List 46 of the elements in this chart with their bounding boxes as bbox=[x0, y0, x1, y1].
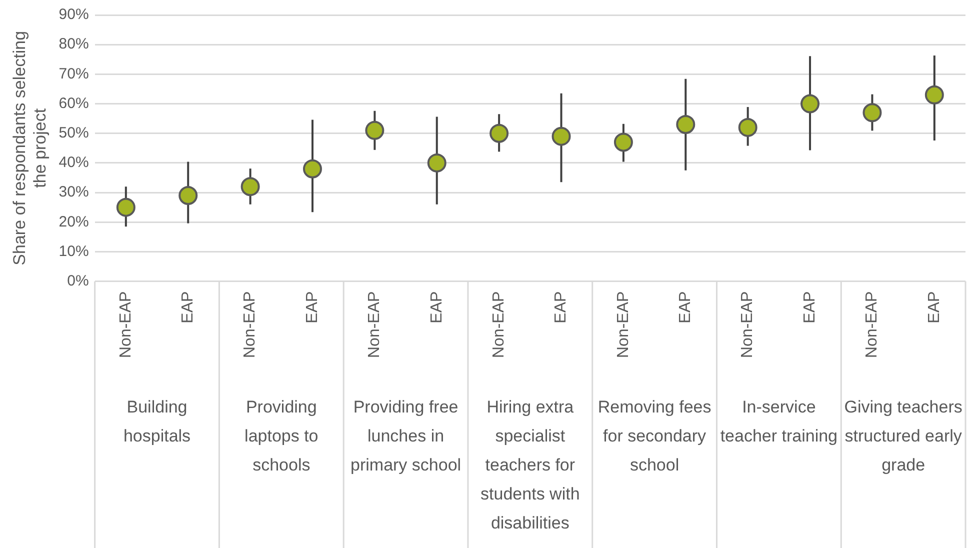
y-tick-label: 0% bbox=[67, 272, 89, 290]
point bbox=[490, 124, 509, 143]
x-tick-label: EAP bbox=[801, 291, 818, 324]
y-tick-label: 10% bbox=[58, 242, 89, 260]
x-tick-label: Non-EAP bbox=[117, 291, 134, 358]
point bbox=[178, 186, 198, 205]
point bbox=[302, 159, 322, 178]
text: Building hospitals bbox=[123, 397, 191, 446]
y-tick-label: 60% bbox=[58, 94, 89, 112]
x-tick-label: EAP bbox=[304, 291, 321, 324]
x-tick-label: Non-EAP bbox=[242, 291, 259, 358]
point bbox=[365, 120, 384, 140]
x-tick-label: EAP bbox=[428, 291, 446, 324]
text: Giving teachers structured early grade bbox=[844, 397, 962, 474]
text: Removing fees for secondary school bbox=[598, 397, 712, 474]
y-tick-label: 40% bbox=[58, 154, 89, 172]
text: Providing free lunches in primary school bbox=[350, 397, 462, 474]
point bbox=[552, 126, 571, 146]
x-tick-label: EAP bbox=[180, 291, 197, 324]
x-tick-label: EAP bbox=[677, 291, 694, 324]
point bbox=[116, 198, 136, 217]
text: Hiring extra specialist teachers for students with disabilities bbox=[480, 397, 580, 532]
point bbox=[738, 118, 758, 137]
point bbox=[924, 85, 944, 104]
point bbox=[800, 94, 820, 114]
point bbox=[240, 177, 260, 196]
x-tick-label: Non-EAP bbox=[366, 291, 384, 358]
y-tick-label: 30% bbox=[58, 184, 89, 201]
x-tick-label: Non-EAP bbox=[864, 291, 881, 358]
point bbox=[614, 132, 633, 152]
y-tick-label: 80% bbox=[58, 36, 89, 53]
x-tick-label: EAP bbox=[926, 291, 943, 324]
text: Providing laptops to schools bbox=[244, 397, 318, 474]
y-tick-label: 70% bbox=[58, 65, 89, 82]
text: In-service teacher training bbox=[720, 397, 838, 446]
x-tick-label: Non-EAP bbox=[490, 291, 508, 358]
x-tick-label: Non-EAP bbox=[614, 291, 632, 358]
y-tick-label: 50% bbox=[58, 124, 89, 142]
point bbox=[676, 114, 696, 134]
y-axis-title: Share of respondants selecting the project bbox=[10, 30, 50, 266]
x-tick-label: Non-EAP bbox=[739, 291, 756, 358]
point bbox=[862, 103, 882, 122]
x-tick-label: EAP bbox=[552, 291, 570, 324]
point bbox=[427, 153, 446, 172]
y-tick-label: 90% bbox=[58, 6, 89, 24]
y-tick-label: 20% bbox=[58, 213, 89, 230]
